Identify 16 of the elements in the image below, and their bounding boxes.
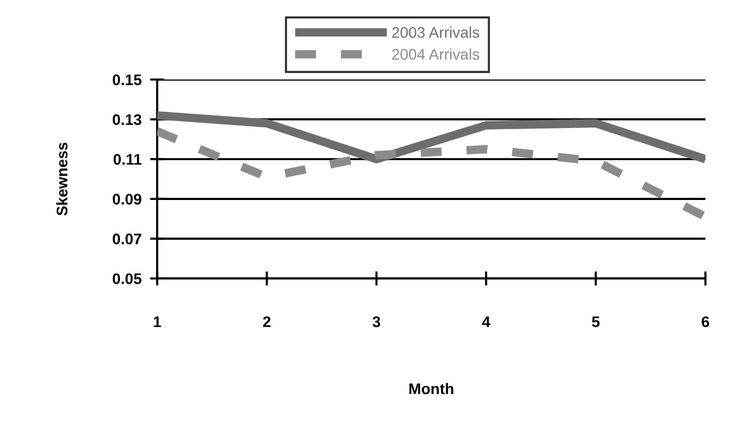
y-tick-label: 0.05 bbox=[112, 273, 142, 284]
y-tick-label: 0.15 bbox=[112, 74, 142, 86]
y-tick-label: 0.11 bbox=[114, 154, 142, 165]
x-axis-title: Month bbox=[409, 382, 454, 394]
text: 2003 Arrivals bbox=[392, 26, 480, 38]
x-tick-label: 4 bbox=[482, 316, 490, 328]
y-tick-label: 0.07 bbox=[112, 234, 142, 244]
x-tick-label: 3 bbox=[372, 316, 380, 328]
x-tick-label: 1 bbox=[154, 316, 161, 328]
y-tick-label: 0.13 bbox=[112, 114, 142, 126]
text: 2004 Arrivals bbox=[392, 48, 480, 60]
y-axis-title: Skewness bbox=[56, 142, 68, 216]
x-tick-label: 2 bbox=[263, 316, 270, 328]
x-tick-label: 5 bbox=[592, 316, 600, 328]
x-tick-label: 6 bbox=[702, 316, 710, 328]
y-tick-label: 0.09 bbox=[112, 194, 142, 205]
